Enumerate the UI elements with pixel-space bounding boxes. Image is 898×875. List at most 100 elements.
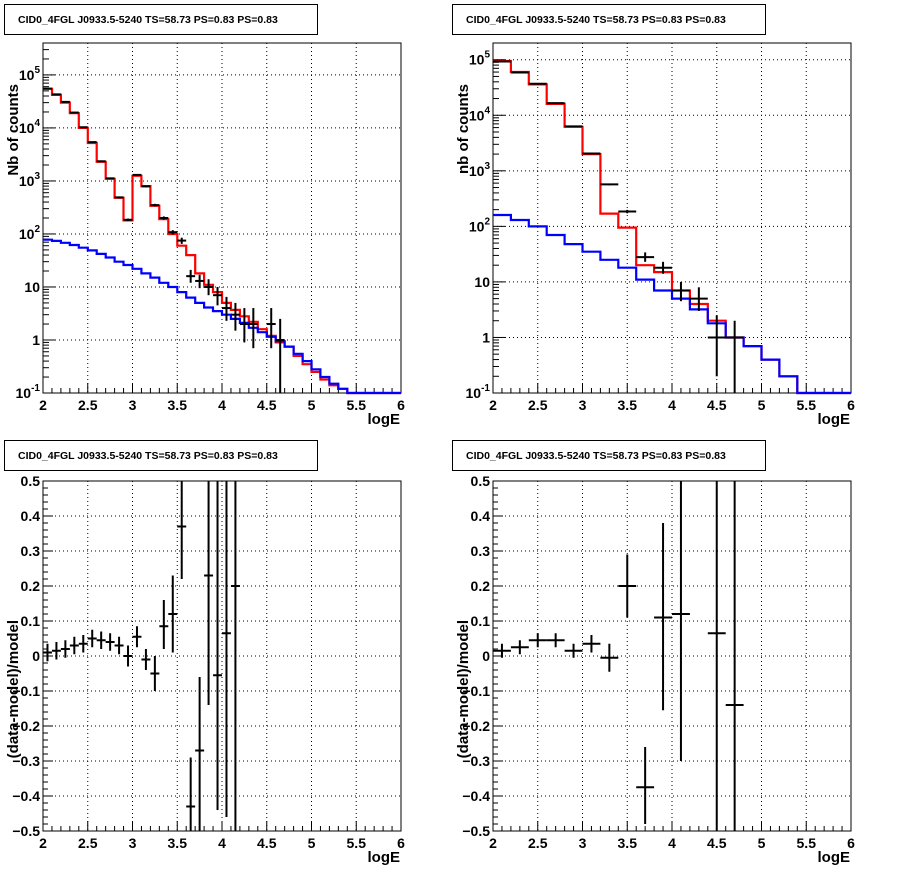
y-tick-base: 10 (469, 52, 485, 68)
y-tick-label: 0.4 (471, 508, 491, 524)
x-tick-label: 3 (579, 397, 587, 413)
y-tick-label: 10-1 (466, 383, 491, 401)
step-line-background_model (493, 213, 851, 395)
data-point (168, 575, 178, 653)
series-data (43, 87, 285, 393)
y-tick-label: 102 (469, 216, 491, 234)
x-tick-label: 3.5 (618, 397, 638, 413)
y-tick-label: 10-1 (16, 383, 41, 401)
title-box (4, 440, 318, 471)
x-tick-label: 4 (668, 835, 676, 851)
x-axis-title: logE (818, 411, 851, 428)
x-tick-label: 3.5 (168, 835, 188, 851)
x-tick-label: 2.5 (528, 397, 548, 413)
data-point (177, 481, 187, 579)
y-tick-label: 0.2 (21, 578, 41, 594)
x-tick-label: 3 (129, 397, 137, 413)
data-point (204, 279, 214, 296)
y-tick-label: 104 (19, 118, 41, 136)
data-point (564, 643, 583, 658)
data-point (132, 626, 142, 648)
grid-lines (493, 481, 851, 831)
data-point (69, 636, 79, 655)
data-point (600, 643, 619, 672)
x-tick-label: 2 (39, 835, 47, 851)
y-axis-title: (data-model)/model (455, 620, 472, 758)
x-tick-label: 3.5 (168, 397, 188, 413)
series-data (493, 481, 744, 831)
y-tick-base: 10 (466, 385, 482, 401)
data-point (159, 216, 169, 220)
data-point (248, 308, 258, 349)
y-tick-exponent: 5 (34, 65, 40, 76)
data-point (689, 287, 708, 311)
y-tick-label: 104 (469, 105, 491, 123)
x-tick-label: 4.5 (257, 397, 277, 413)
data-point (636, 252, 655, 262)
chart-panel-1: CID0_4FGL J0933.5-5240 TS=58.73 PS=0.83 … (4, 4, 405, 428)
y-tick-exponent: -1 (481, 383, 490, 394)
data-point (150, 656, 160, 691)
data-point (239, 308, 249, 343)
y-tick-label: −0.5 (12, 823, 40, 839)
x-tick-label: 3 (579, 835, 587, 851)
y-tick-label: 105 (19, 65, 41, 83)
data-point (141, 185, 151, 188)
y-tick-label: −0.5 (462, 823, 490, 839)
x-tick-label: 2 (489, 397, 497, 413)
x-axis-title: logE (368, 411, 401, 428)
x-tick-label: 6 (397, 835, 405, 851)
y-tick-label: −0.1 (462, 683, 490, 699)
data-point (105, 633, 115, 651)
y-tick-label: −0.4 (462, 788, 490, 804)
data-point (266, 308, 276, 349)
y-axis: −0.5 −0.4 −0.3 −0.2 −0.1 0 0.1 0.2 0.3 0.4 0.5 (12, 473, 53, 839)
chart-title: CID0_4FGL J0933.5-5240 TS=58.73 PS=0.83 … (18, 14, 278, 26)
x-tick-label: 3 (129, 835, 137, 851)
data-point (105, 177, 115, 180)
x-tick-label: 2.5 (78, 397, 98, 413)
series-data (43, 481, 240, 831)
x-tick-label: 2 (39, 397, 47, 413)
y-tick-exponent: 2 (34, 224, 40, 235)
data-point (564, 125, 583, 128)
data-point (43, 87, 52, 90)
series-background_model (493, 213, 851, 395)
data-point (43, 643, 52, 662)
x-tick-label: 5.5 (797, 835, 817, 851)
x-tick-label: 5 (308, 397, 316, 413)
y-tick-base: 10 (19, 120, 35, 136)
x-tick-label: 2.5 (528, 835, 548, 851)
data-point (213, 286, 222, 306)
y-tick-exponent: 2 (484, 216, 490, 227)
data-point (546, 633, 565, 648)
series-background_model (43, 238, 401, 395)
data-point (600, 183, 619, 186)
y-tick-label: −0.4 (12, 788, 40, 804)
y-tick-label: 0.1 (21, 613, 41, 629)
x-tick-label: 5 (758, 835, 766, 851)
y-tick-exponent: 3 (34, 171, 40, 182)
x-tick-label: 5.5 (347, 397, 367, 413)
data-point (222, 481, 231, 817)
data-point (177, 237, 187, 244)
data-point (87, 141, 97, 144)
data-point (725, 320, 744, 393)
y-tick-label: 0 (32, 648, 40, 664)
x-tick-label: 4 (218, 397, 226, 413)
x-axis: 2 2.5 3 3.5 4 4.5 5 5.5 6 (489, 821, 855, 851)
y-tick-label: 0 (482, 648, 490, 664)
data-point (546, 102, 565, 105)
y-tick-label: 0.2 (471, 578, 491, 594)
chart-title: CID0_4FGL J0933.5-5240 TS=58.73 PS=0.83 … (466, 450, 726, 462)
data-point (528, 82, 547, 85)
y-tick-base: 10 (19, 226, 35, 242)
grid-lines (43, 481, 401, 831)
y-tick-label: 1 (482, 329, 490, 345)
data-point (230, 302, 240, 331)
data-point (636, 747, 655, 824)
y-tick-label: −0.1 (12, 683, 40, 699)
data-point (159, 600, 169, 649)
data-point (69, 111, 79, 114)
